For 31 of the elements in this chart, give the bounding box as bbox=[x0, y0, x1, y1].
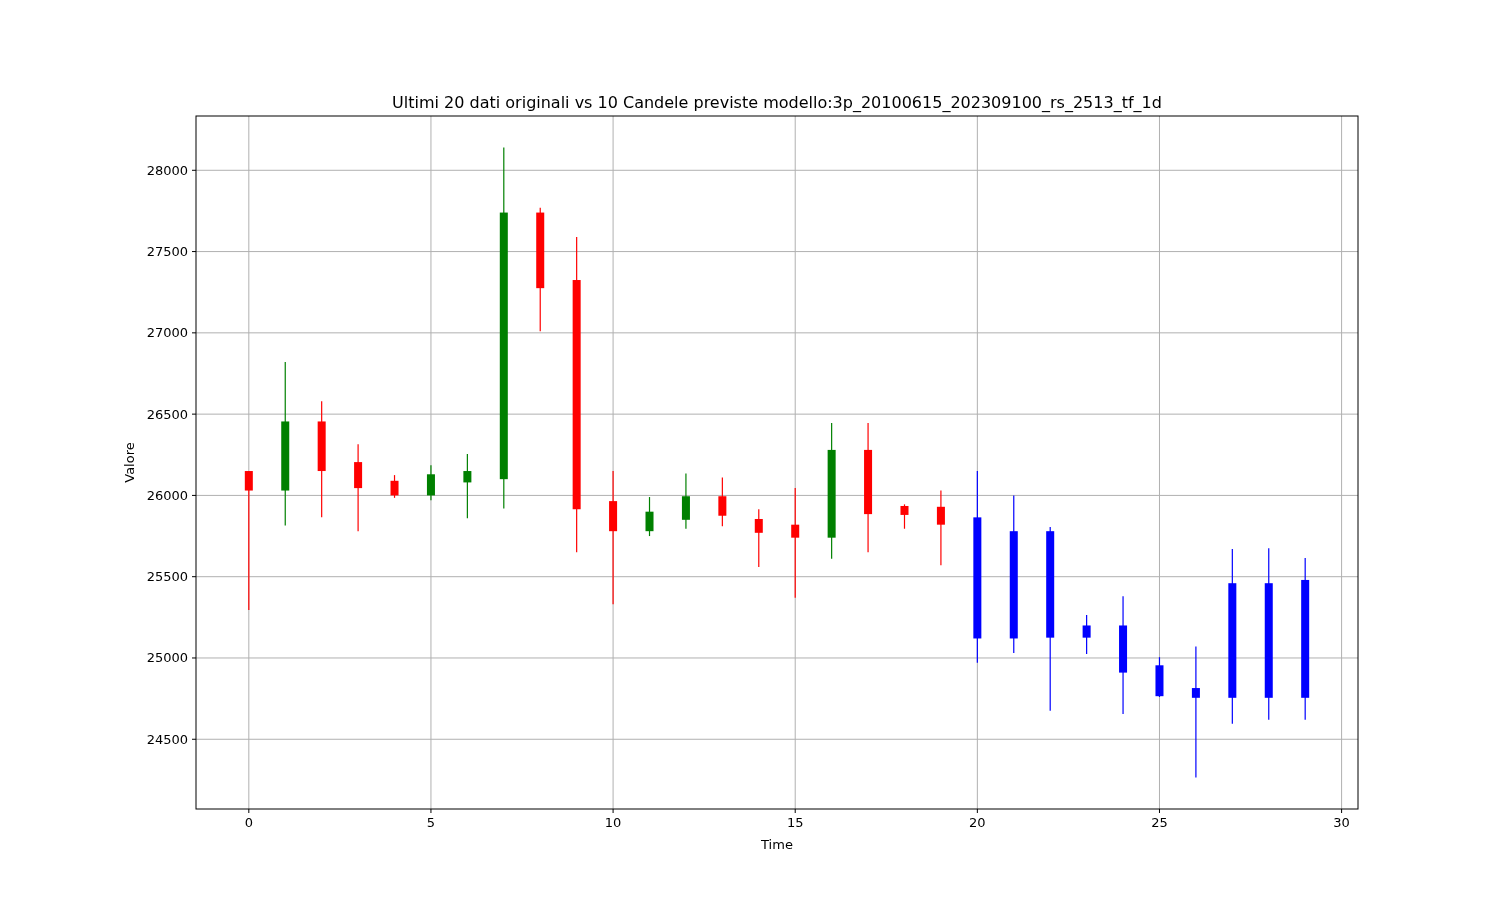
chart-title: Ultimi 20 dati originali vs 10 Candele previste modello:3p_20100615_202309100_rs_2513_tf_1d bbox=[392, 93, 1162, 113]
candlestick bbox=[244, 470, 253, 611]
x-tick-label: 0 bbox=[244, 815, 253, 830]
y-tick-label: 27500 bbox=[146, 244, 188, 260]
x-tick-label: 20 bbox=[969, 815, 986, 830]
y-tick-label: 27000 bbox=[146, 325, 188, 341]
y-tick-label: 25500 bbox=[146, 569, 188, 585]
y-tick-label: 28000 bbox=[146, 162, 188, 178]
candlestick bbox=[390, 474, 399, 499]
candlestick bbox=[936, 489, 945, 566]
y-tick-label: 25000 bbox=[146, 650, 188, 666]
candlestick bbox=[1082, 614, 1091, 655]
candlestick bbox=[900, 503, 909, 530]
candlestick bbox=[1191, 646, 1200, 779]
y-tick-label: 26500 bbox=[146, 406, 188, 422]
candlestick bbox=[645, 496, 654, 537]
x-tick-label: 25 bbox=[1151, 815, 1168, 830]
x-tick-label: 30 bbox=[1333, 815, 1350, 830]
x-tick-label: 15 bbox=[786, 815, 804, 830]
x-axis-title: Time bbox=[760, 837, 793, 852]
candlestick bbox=[754, 508, 763, 568]
y-tick-label: 26000 bbox=[146, 487, 188, 503]
candlestick bbox=[463, 453, 472, 519]
candlestick bbox=[426, 464, 435, 501]
candlestick bbox=[718, 476, 727, 527]
x-tick-label: 5 bbox=[426, 815, 436, 830]
y-axis-title: Valore bbox=[122, 442, 137, 483]
y-tick-label: 24500 bbox=[146, 731, 188, 747]
candlestick bbox=[791, 487, 800, 599]
candlestick bbox=[681, 472, 690, 530]
x-tick-label: 10 bbox=[604, 815, 622, 830]
